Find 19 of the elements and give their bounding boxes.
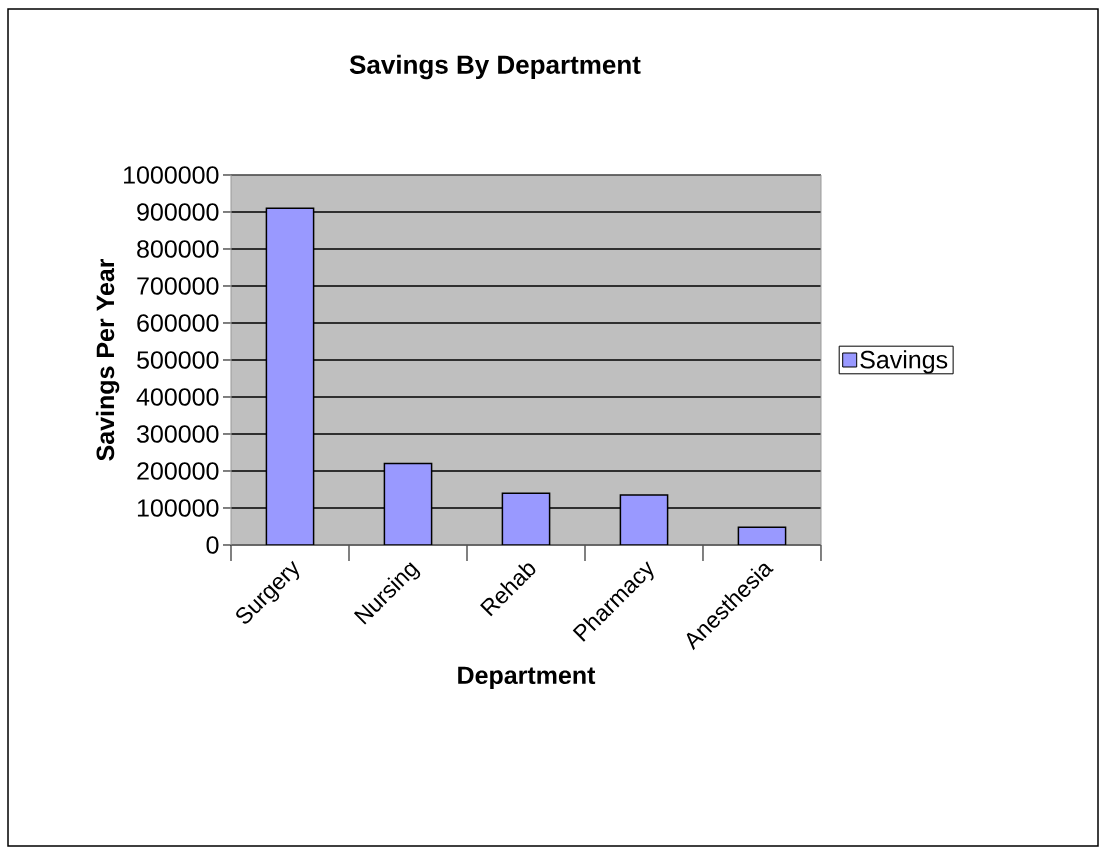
y-tick-label: 100000 [137, 499, 219, 517]
y-tick-label: 0 [206, 536, 219, 554]
y-tick-label: 700000 [137, 277, 219, 295]
y-tick-label: 400000 [136, 388, 219, 406]
y-tick-label: 500000 [137, 351, 219, 369]
y-tick-label: 300000 [137, 425, 219, 443]
bar [383, 462, 433, 545]
y-tick-label: 900000 [137, 203, 219, 221]
y-tick-label: 1000000 [124, 166, 219, 184]
chart-title: Savings By Department [349, 54, 641, 80]
x-axis-title: Department [458, 666, 596, 690]
bar [501, 492, 551, 545]
legend-label: Savings [860, 350, 948, 374]
bar [265, 207, 315, 545]
y-axis-title: Savings Per Year [95, 258, 120, 461]
y-tick-label: 800000 [137, 240, 219, 258]
bar [619, 494, 669, 545]
y-tick-label: 200000 [137, 462, 219, 480]
y-tick-label: 600000 [137, 314, 219, 332]
